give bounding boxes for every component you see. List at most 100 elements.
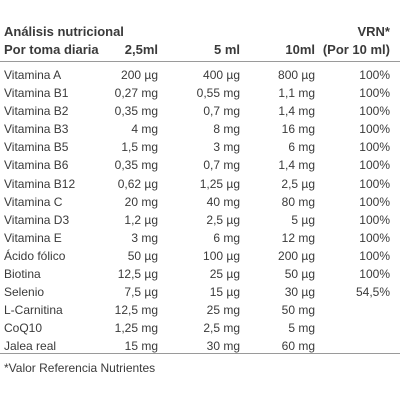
nutrient-name: Vitamina E xyxy=(4,230,62,245)
value-vrn: 100% xyxy=(359,248,390,263)
table-row: Vitamina B3 4 mg 8 mg 16 mg 100% xyxy=(0,120,400,138)
nutrient-name: Vitamina B2 xyxy=(4,104,69,119)
value-vrn: 100% xyxy=(359,176,390,191)
value-2-5ml: 0,35 mg xyxy=(114,104,158,119)
value-vrn: 100% xyxy=(359,86,390,101)
value-10ml: 5 mg xyxy=(288,321,315,336)
nutrient-name: Vitamina D3 xyxy=(4,212,70,227)
value-5ml: 25 µg xyxy=(209,267,240,282)
table-row: Vitamina A 200 µg 400 µg 800 µg 100% xyxy=(0,66,400,84)
table-body: Vitamina A 200 µg 400 µg 800 µg 100% Vitamina… xyxy=(0,66,400,356)
value-5ml: 8 mg xyxy=(213,122,240,137)
value-2-5ml: 4 mg xyxy=(131,122,158,137)
nutrient-name: Biotina xyxy=(4,267,41,282)
nutrient-name: CoQ10 xyxy=(4,321,43,336)
value-2-5ml: 0,35 mg xyxy=(114,158,158,173)
value-5ml: 0,7 mg xyxy=(203,104,240,119)
table-row: Vitamina D3 1,2 µg 2,5 µg 5 µg 100% xyxy=(0,211,400,229)
value-vrn: 54,5% xyxy=(355,285,390,300)
value-5ml: 2,5 mg xyxy=(203,321,240,336)
value-vrn: 100% xyxy=(359,158,390,173)
value-5ml: 15 µg xyxy=(209,285,240,300)
value-5ml: 40 mg xyxy=(206,194,240,209)
value-10ml: 30 µg xyxy=(284,285,315,300)
value-5ml: 6 mg xyxy=(213,230,240,245)
table-row: Jalea real 15 mg 30 mg 60 mg xyxy=(0,337,400,355)
value-vrn: 100% xyxy=(359,194,390,209)
value-2-5ml: 1,2 µg xyxy=(124,212,158,227)
value-2-5ml: 1,25 mg xyxy=(114,321,158,336)
value-2-5ml: 200 µg xyxy=(121,68,158,82)
value-2-5ml: 7,5 µg xyxy=(124,285,158,300)
value-2-5ml: 0,62 µg xyxy=(117,176,158,191)
nutrient-name: Vitamina C xyxy=(4,194,63,209)
value-2-5ml: 3 mg xyxy=(131,230,158,245)
value-2-5ml: 20 mg xyxy=(124,194,158,209)
value-2-5ml: 12,5 mg xyxy=(114,303,158,318)
table-row: L-Carnitina 12,5 mg 25 mg 50 mg xyxy=(0,301,400,319)
nutrient-name: Vitamina B3 xyxy=(4,122,69,137)
table-row: Biotina 12,5 µg 25 µg 50 µg 100% xyxy=(0,265,400,283)
table-row: Selenio 7,5 µg 15 µg 30 µg 54,5% xyxy=(0,283,400,301)
value-5ml: 3 mg xyxy=(213,140,240,155)
table-row: Vitamina B12 0,62 µg 1,25 µg 2,5 µg 100% xyxy=(0,175,400,193)
value-2-5ml: 12,5 µg xyxy=(117,267,158,282)
value-vrn: 100% xyxy=(359,267,390,282)
column-header-10ml: 10ml xyxy=(285,42,315,57)
nutrient-name: Vitamina B12 xyxy=(4,176,76,191)
table-row: CoQ10 1,25 mg 2,5 mg 5 mg xyxy=(0,319,400,337)
nutrient-name: Vitamina B6 xyxy=(4,158,69,173)
value-10ml: 200 µg xyxy=(278,248,315,263)
value-5ml: 25 mg xyxy=(206,303,240,318)
value-10ml: 16 mg xyxy=(281,122,315,137)
value-10ml: 6 mg xyxy=(288,140,315,155)
value-2-5ml: 0,27 mg xyxy=(114,86,158,101)
value-vrn: 100% xyxy=(359,104,390,119)
value-10ml: 80 mg xyxy=(281,194,315,209)
table-title: Análisis nutricional xyxy=(4,24,124,39)
value-10ml: 1,4 mg xyxy=(278,158,315,173)
table-row: Vitamina B1 0,27 mg 0,55 mg 1,1 mg 100% xyxy=(0,84,400,102)
value-2-5ml: 15 mg xyxy=(124,339,158,354)
nutrient-name: Jalea real xyxy=(4,339,57,354)
value-10ml: 2,5 µg xyxy=(281,176,315,191)
value-vrn: 100% xyxy=(359,230,390,245)
column-header-5ml: 5 ml xyxy=(213,42,240,57)
value-5ml: 0,7 mg xyxy=(203,158,240,173)
footnote: *Valor Referencia Nutrientes xyxy=(4,361,156,375)
table-row: Vitamina B2 0,35 mg 0,7 mg 1,4 mg 100% xyxy=(0,102,400,120)
column-header-vrn: (Por 10 ml) xyxy=(322,42,390,57)
nutrient-name: Selenio xyxy=(4,285,45,300)
value-10ml: 1,1 mg xyxy=(278,86,315,101)
nutrient-name: Vitamina A xyxy=(4,68,62,82)
value-10ml: 800 µg xyxy=(278,68,315,82)
nutrient-name: Vitamina B1 xyxy=(4,86,69,101)
value-5ml: 400 µg xyxy=(203,68,240,82)
value-10ml: 1,4 mg xyxy=(278,104,315,119)
header-divider xyxy=(0,61,400,62)
table-row: Vitamina C 20 mg 40 mg 80 mg 100% xyxy=(0,193,400,211)
value-5ml: 0,55 mg xyxy=(196,86,240,101)
value-5ml: 2,5 µg xyxy=(206,212,240,227)
table-row: Ácido fólico 50 µg 100 µg 200 µg 100% xyxy=(0,247,400,265)
column-header-2-5ml: 2,5ml xyxy=(124,42,158,57)
footer-divider xyxy=(0,353,400,354)
value-10ml: 50 µg xyxy=(284,267,315,282)
value-2-5ml: 1,5 mg xyxy=(121,140,158,155)
table-subtitle: Por toma diaria xyxy=(4,42,99,57)
nutrient-name: L-Carnitina xyxy=(4,303,63,318)
value-vrn: 100% xyxy=(359,122,390,137)
table-row: Vitamina E 3 mg 6 mg 12 mg 100% xyxy=(0,229,400,247)
value-5ml: 30 mg xyxy=(206,339,240,354)
vrn-heading: VRN* xyxy=(357,24,390,39)
value-vrn: 100% xyxy=(359,212,390,227)
value-10ml: 60 mg xyxy=(281,339,315,354)
value-vrn: 100% xyxy=(359,140,390,155)
table-row: Vitamina B6 0,35 mg 0,7 mg 1,4 mg 100% xyxy=(0,156,400,174)
table-header: Análisis nutricional Por toma diaria VRN… xyxy=(0,24,400,60)
value-vrn: 100% xyxy=(359,68,390,82)
value-2-5ml: 50 µg xyxy=(127,248,158,263)
value-5ml: 100 µg xyxy=(203,248,240,263)
nutrient-name: Vitamina B5 xyxy=(4,140,69,155)
